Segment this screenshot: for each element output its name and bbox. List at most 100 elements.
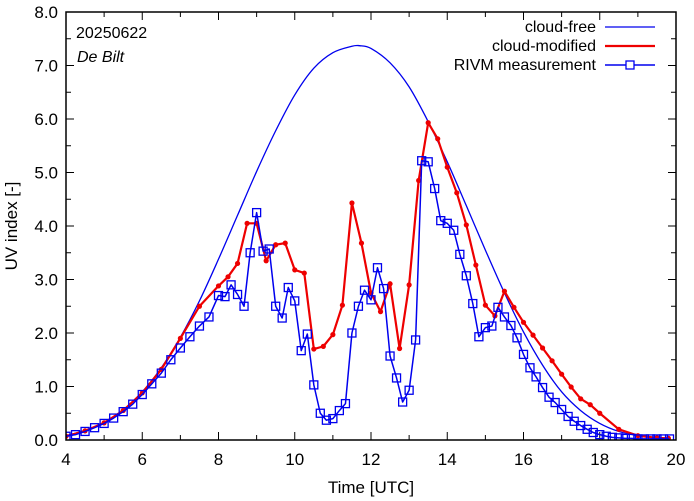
data-point-rivm-measurement: [315, 408, 325, 418]
data-point-cloud-modified: [273, 242, 279, 248]
data-point-cloud-modified: [568, 384, 574, 390]
data-point-rivm-measurement: [499, 312, 510, 322]
data-point-rivm-measurement: [213, 290, 224, 301]
y-tick-label: 7.0: [34, 57, 58, 76]
x-tick-label: 12: [362, 450, 381, 469]
data-point-rivm-measurement: [366, 295, 376, 305]
data-point-rivm-measurement: [309, 380, 319, 390]
data-point-cloud-modified: [330, 332, 336, 338]
data-point-rivm-measurement: [99, 418, 109, 429]
data-point-rivm-measurement: [128, 399, 138, 409]
data-point-rivm-measurement: [626, 433, 637, 440]
data-point-cloud-modified: [177, 335, 183, 341]
data-point-rivm-measurement: [109, 413, 119, 423]
data-point-rivm-measurement: [620, 433, 630, 440]
data-point-rivm-measurement: [296, 346, 306, 356]
y-tick-label: 8.0: [34, 3, 58, 22]
data-point-rivm-measurement: [442, 218, 452, 228]
data-point-cloud-modified: [311, 346, 317, 352]
data-point-cloud-modified: [597, 410, 603, 416]
data-point-rivm-measurement: [607, 432, 617, 440]
data-point-cloud-modified: [396, 345, 403, 352]
data-point-rivm-measurement: [185, 332, 195, 342]
y-tick-label: 6.0: [34, 110, 58, 129]
data-point-cloud-modified: [587, 402, 593, 408]
data-point-rivm-measurement: [258, 246, 268, 256]
data-point-cloud-modified: [263, 258, 269, 264]
data-point-rivm-measurement: [461, 271, 471, 281]
data-point-cloud-modified: [301, 270, 307, 276]
data-point-cloud-modified: [244, 220, 250, 226]
data-point-rivm-measurement: [220, 291, 230, 302]
x-tick-label: 6: [138, 450, 147, 469]
data-point-cloud-modified: [339, 302, 346, 308]
data-point-cloud-modified: [196, 303, 203, 309]
data-point-rivm-measurement: [531, 372, 541, 382]
data-point-cloud-modified: [635, 433, 641, 439]
data-point-rivm-measurement: [455, 249, 465, 260]
series-line-cloud-modified: [66, 121, 669, 440]
data-point-rivm-measurement: [601, 431, 611, 440]
data-point-rivm-measurement: [277, 313, 287, 323]
data-point-rivm-measurement: [436, 215, 446, 226]
data-point-rivm-measurement: [397, 397, 408, 407]
data-point-rivm-measurement: [239, 301, 249, 311]
y-tick-label: 5.0: [34, 164, 58, 183]
data-point-rivm-measurement: [334, 405, 345, 416]
data-point-rivm-measurement: [544, 392, 554, 402]
data-point-rivm-measurement: [156, 368, 166, 378]
data-point-cloud-modified: [139, 390, 145, 396]
data-point-rivm-measurement: [226, 280, 236, 290]
data-point-rivm-measurement: [290, 296, 300, 306]
data-point-rivm-measurement: [321, 415, 332, 425]
legend-label-cloud-modified: cloud-modified: [492, 38, 596, 55]
data-point-cloud-modified: [349, 200, 355, 206]
data-point-cloud-modified: [406, 282, 412, 288]
data-point-rivm-measurement: [614, 433, 624, 440]
data-point-rivm-measurement: [506, 320, 516, 331]
data-point-rivm-measurement: [194, 321, 205, 331]
data-point-cloud-modified: [320, 343, 326, 349]
data-point-cloud-modified: [511, 304, 517, 310]
data-point-rivm-measurement: [652, 434, 662, 440]
data-point-cloud-modified: [377, 309, 384, 315]
data-point-cloud-modified: [282, 240, 288, 246]
data-point-rivm-measurement: [423, 157, 433, 167]
data-point-cloud-modified: [454, 190, 460, 196]
x-axis-title: Time [UTC]: [328, 478, 414, 497]
y-tick-label: 0.0: [34, 431, 58, 450]
data-point-rivm-measurement: [378, 283, 389, 294]
data-point-cloud-modified: [520, 319, 527, 325]
data-point-rivm-measurement: [633, 434, 643, 440]
data-point-rivm-measurement: [328, 413, 338, 424]
data-point-rivm-measurement: [385, 351, 395, 361]
data-point-cloud-modified: [501, 288, 508, 294]
data-point-rivm-measurement: [271, 301, 281, 311]
y-tick-label: 2.0: [34, 324, 58, 343]
data-point-cloud-modified: [539, 345, 546, 351]
legend-label-cloud-free: cloud-free: [525, 19, 596, 36]
data-point-cloud-modified: [425, 120, 431, 126]
data-point-rivm-measurement: [582, 424, 592, 434]
data-point-rivm-measurement: [639, 434, 650, 440]
data-point-rivm-measurement: [645, 434, 656, 440]
data-point-rivm-measurement: [537, 382, 548, 393]
data-point-rivm-measurement: [417, 156, 427, 166]
series-rivm-measurement: [66, 156, 675, 440]
data-point-rivm-measurement: [588, 427, 598, 438]
data-point-cloud-modified: [358, 240, 365, 246]
data-point-rivm-measurement: [404, 385, 414, 395]
data-point-rivm-measurement: [468, 298, 478, 309]
y-tick-label: 3.0: [34, 271, 58, 290]
data-point-rivm-measurement: [658, 434, 669, 440]
data-point-rivm-measurement: [118, 406, 128, 417]
data-point-rivm-measurement: [340, 398, 351, 409]
data-point-cloud-modified: [292, 267, 298, 273]
data-point-rivm-measurement: [70, 429, 81, 440]
data-point-rivm-measurement: [480, 322, 491, 333]
data-point-cloud-modified: [530, 332, 536, 338]
data-point-rivm-measurement: [518, 349, 529, 360]
plot-frame: [65, 11, 677, 441]
axis-ticks: [65, 11, 677, 441]
